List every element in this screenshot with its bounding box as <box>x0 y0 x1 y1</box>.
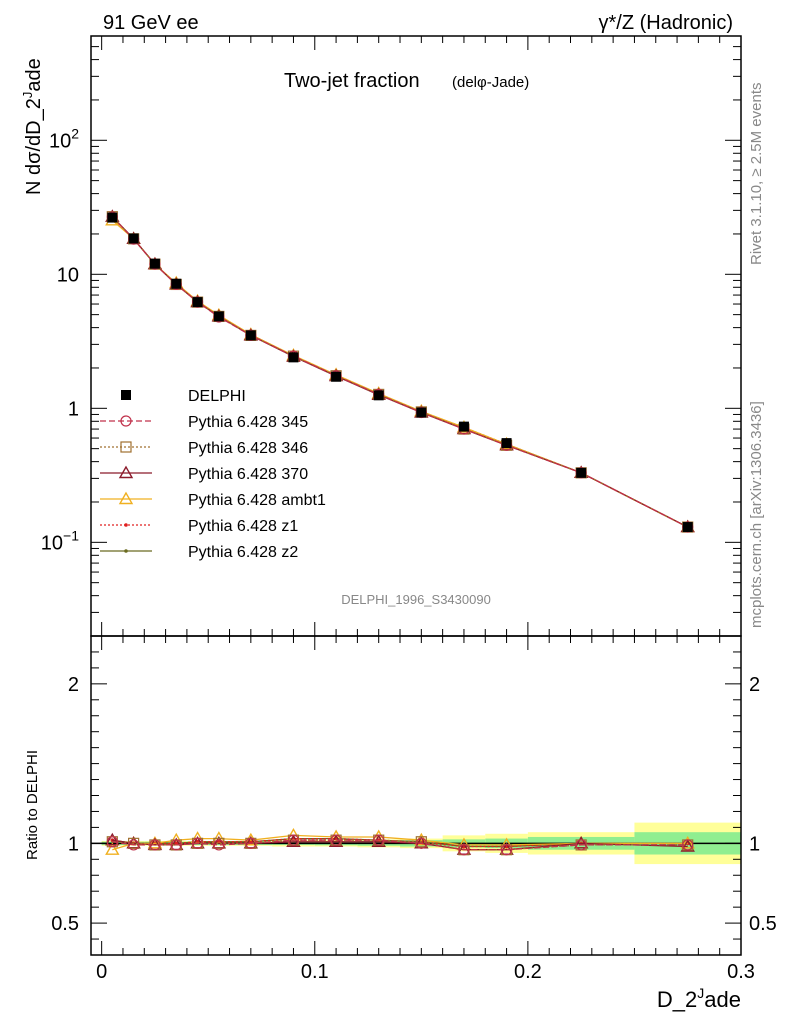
legend-marker <box>118 491 134 505</box>
legend-marker <box>124 549 128 553</box>
legend-marker <box>124 523 128 527</box>
ratio-series-marker <box>286 834 301 847</box>
ratio-series-marker <box>213 839 225 851</box>
legend-entry: Pythia 6.428 z2 <box>100 544 298 561</box>
data-point <box>331 371 342 382</box>
legend-entry: Pythia 6.428 370 <box>100 465 308 483</box>
y-tick-label: 102 <box>49 125 79 152</box>
ratio-series-marker <box>682 839 694 851</box>
data-point <box>213 311 224 322</box>
legend-label: Pythia 6.428 346 <box>188 440 308 457</box>
mcplots-label: mcplots.cern.ch [arXiv:1306.3436] <box>748 401 765 628</box>
xlabel: D_2Jade <box>657 985 741 1012</box>
data-point <box>416 407 427 418</box>
data-point <box>107 212 118 223</box>
x-tick-label: 0.2 <box>514 961 542 983</box>
data-point <box>458 421 469 432</box>
data-point <box>682 522 693 533</box>
svg-text:D_2Jade: D_2Jade <box>657 985 741 1012</box>
ratio-y-tick-label-right: 1 <box>749 833 760 855</box>
ratio-series-marker <box>680 839 695 852</box>
ratio-series-marker <box>680 835 695 849</box>
x-tick-label: 0 <box>96 961 107 983</box>
ratio-frame <box>90 635 742 956</box>
ratio-series-marker <box>330 834 342 846</box>
data-point <box>288 352 299 363</box>
legend: DELPHI Pythia 6.428 345 Pythia 6.428 346 Py… <box>100 388 326 561</box>
legend-entry: Pythia 6.428 345 <box>100 414 308 431</box>
data-point <box>245 330 256 341</box>
header-right: γ*/Z (Hadronic) <box>599 12 733 34</box>
ratio-y-tick-label: 1 <box>68 833 79 855</box>
legend-entry: DELPHI <box>121 388 246 405</box>
data-point <box>128 233 139 244</box>
legend-marker <box>120 415 132 427</box>
ratio-y-tick-label-right: 0.5 <box>749 913 777 935</box>
header-left: 91 GeV ee <box>103 12 199 34</box>
svg-text:N dσ/dD_2Jade: N dσ/dD_2Jade <box>20 58 45 195</box>
ratio-series-marker <box>415 837 427 849</box>
legend-label: DELPHI <box>188 388 246 405</box>
ratio-panel: 0 0.1 0.2 0.3 0.5 0.5 1 1 2 2 <box>51 635 777 983</box>
ratio-series-marker <box>373 834 385 846</box>
ratio-series-marker <box>105 832 120 846</box>
ratio-series-line <box>112 839 688 851</box>
ratio-series-marker <box>458 844 470 856</box>
y-tick-label: 1 <box>68 398 79 420</box>
x-tick-label: 0.3 <box>727 961 755 983</box>
legend-entry: Pythia 6.428 346 <box>100 440 308 457</box>
legend-label: Pythia 6.428 345 <box>188 414 308 431</box>
y-tick-label: 10−1 <box>41 527 79 554</box>
ratio-series-marker <box>371 834 386 847</box>
plot-subtitle: (delφ-Jade) <box>452 74 529 91</box>
ratio-series-marker <box>106 836 118 848</box>
rivet-label: Rivet 3.1.10, ≥ 2.5M events <box>748 83 765 266</box>
ratio-series-marker <box>170 839 182 851</box>
data-point <box>501 438 512 449</box>
ratio-y-tick-label-right: 2 <box>749 674 760 696</box>
main-ylabel: N dσ/dD_2Jade <box>20 58 45 195</box>
legend-marker <box>120 441 132 453</box>
legend-label: Pythia 6.428 ambt1 <box>188 492 326 509</box>
ratio-series-marker <box>128 839 140 851</box>
legend-marker <box>118 465 134 479</box>
ratio-series-marker <box>500 844 513 856</box>
analysis-watermark: DELPHI_1996_S3430090 <box>341 592 491 607</box>
ratio-series-marker <box>191 837 204 849</box>
y-tick-label: 10 <box>57 264 79 286</box>
x-tick-label: 0.1 <box>301 961 329 983</box>
ratio-series-marker <box>575 839 587 851</box>
legend-marker <box>121 390 131 400</box>
ratio-y-tick-label: 0.5 <box>51 913 79 935</box>
ratio-series-marker <box>573 835 589 849</box>
ratio-series-marker <box>287 834 300 846</box>
data-point <box>192 297 203 308</box>
series-line <box>111 216 688 528</box>
ratio-series-marker <box>249 839 253 844</box>
ratio-ylabel: Ratio to DELPHI <box>24 750 41 860</box>
ratio-series-marker <box>147 835 163 849</box>
data-point <box>171 278 182 289</box>
data-point <box>373 390 384 401</box>
legend-label: Pythia 6.428 z2 <box>188 544 298 561</box>
legend-entry: Pythia 6.428 z1 <box>100 518 298 535</box>
ratio-series-marker <box>105 842 120 855</box>
legend-label: Pythia 6.428 z1 <box>188 518 298 535</box>
ratio-y-tick-label: 2 <box>68 674 79 696</box>
plot-title: Two-jet fraction <box>284 70 420 92</box>
ratio-series-marker <box>328 834 344 847</box>
main-panel: 10−1 1 10 102 <box>41 35 742 637</box>
legend-entry: Pythia 6.428 ambt1 <box>100 491 326 509</box>
ratio-series-marker <box>245 837 257 849</box>
legend-label: Pythia 6.428 370 <box>188 466 308 483</box>
data-point <box>576 467 587 478</box>
ratio-series-marker <box>149 839 161 851</box>
data-point <box>149 258 160 269</box>
